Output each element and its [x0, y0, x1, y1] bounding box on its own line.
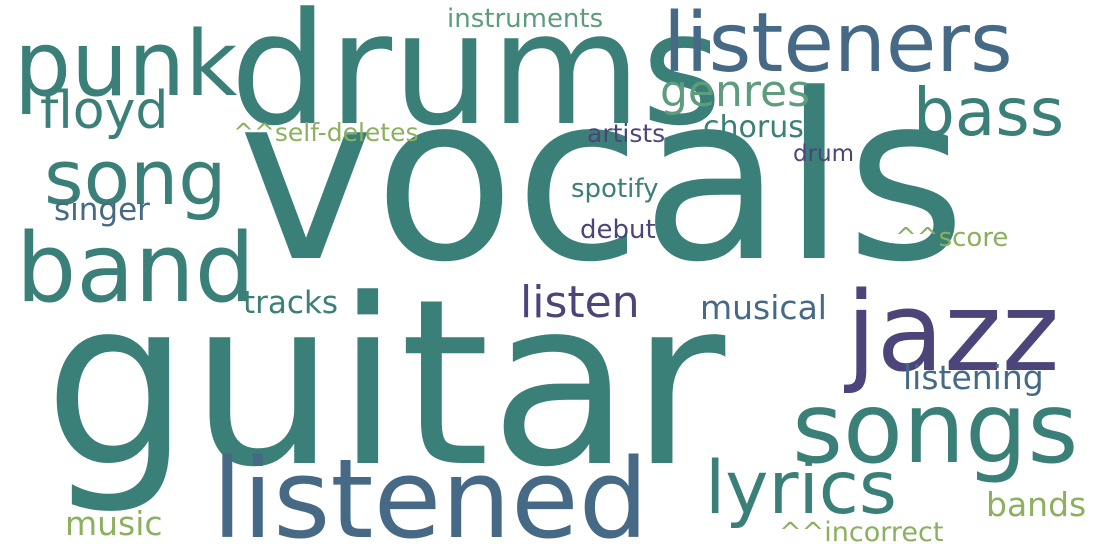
word-punk: punk: [14, 12, 238, 117]
word-listening: listening: [903, 358, 1044, 397]
word-score: ^^score: [895, 223, 1009, 253]
word-guitar: guitar: [44, 251, 726, 518]
word-tracks: tracks: [243, 285, 339, 321]
word-listeners: listeners: [663, 0, 1013, 91]
word-bands: bands: [986, 485, 1087, 524]
word-music: music: [65, 504, 163, 543]
word-songs: songs: [792, 372, 1079, 486]
word-listen: listen: [520, 277, 640, 328]
word-drum: drum: [793, 141, 855, 167]
word-incorrect: ^^incorrect: [779, 517, 944, 548]
word-debut: debut: [580, 215, 656, 245]
word-genres: genres: [660, 66, 811, 117]
word-drums: drums: [230, 0, 723, 160]
word-instruments: instruments: [447, 4, 604, 34]
word-band: band: [16, 214, 256, 324]
word-jazz: jazz: [846, 268, 1060, 396]
word-chorus: chorus: [703, 110, 804, 145]
word-listened: listened: [212, 435, 649, 558]
word-singer: singer: [54, 192, 150, 228]
word-floyd: floyd: [40, 81, 169, 141]
word-artists: artists: [587, 119, 666, 148]
word-musical: musical: [700, 288, 827, 327]
word-bass: bass: [913, 74, 1065, 151]
word-lyrics: lyrics: [705, 446, 897, 531]
word-spotify: spotify: [571, 174, 659, 204]
word-self-deletes: ^^self-deletes: [233, 118, 419, 147]
word-vocals: vocals: [238, 46, 966, 313]
word-song: song: [44, 133, 227, 222]
